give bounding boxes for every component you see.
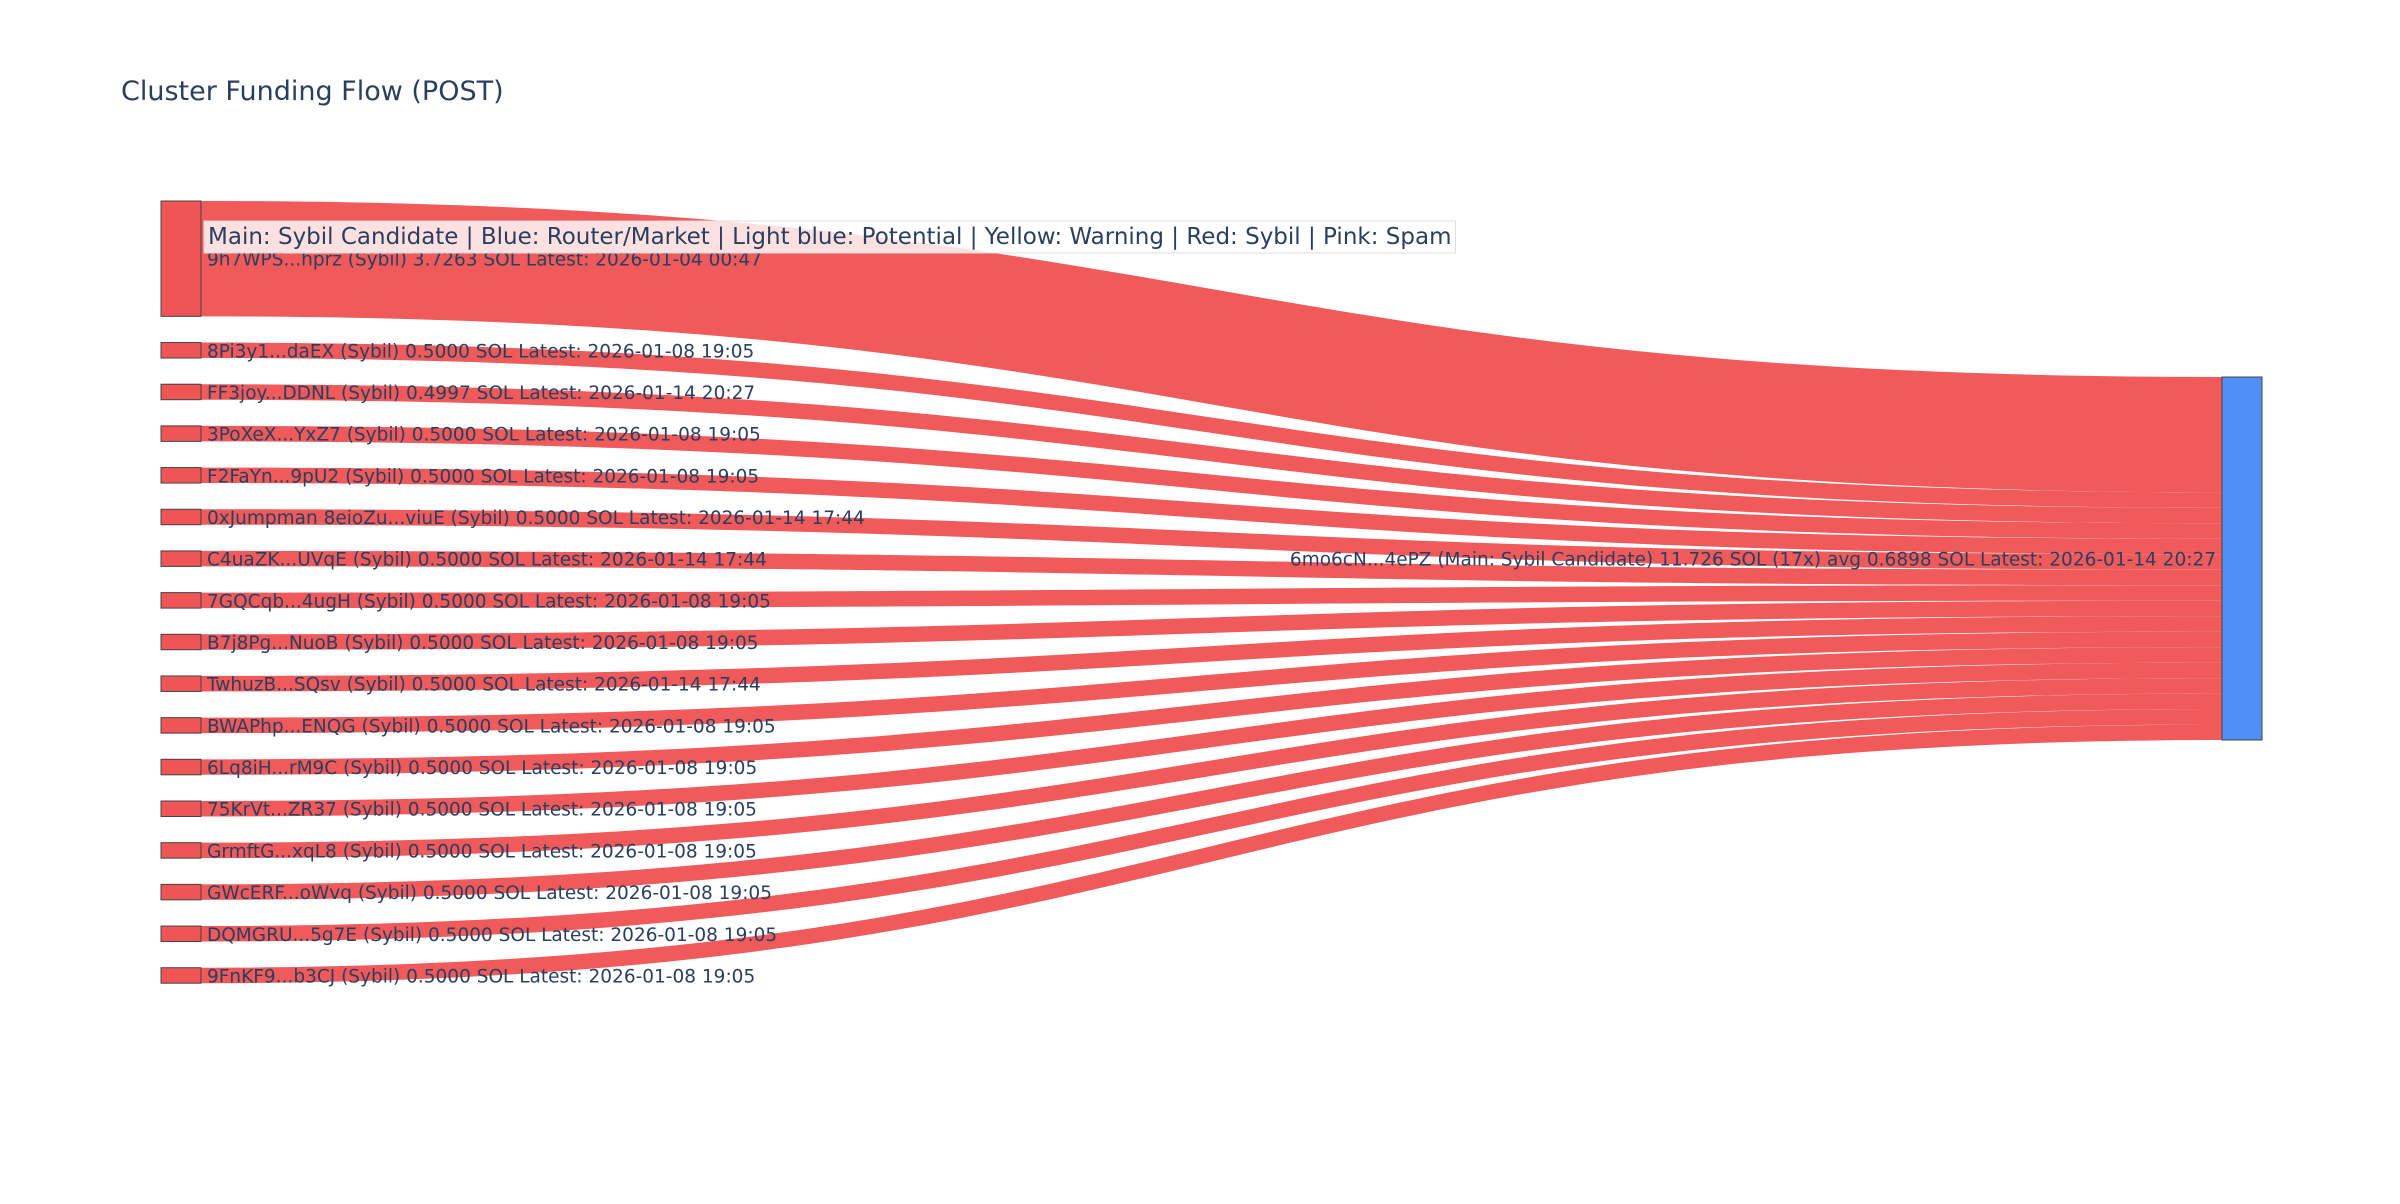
source-label-11: 6Lq8iH...rM9C (Sybil) 0.5000 SOL Latest:… [207,758,757,779]
source-node-8[interactable] [160,633,202,651]
legend-text: Main: Sybil Candidate | Blue: Router/Mar… [208,224,1451,250]
source-label-14: GWcERF...oWvq (Sybil) 0.5000 SOL Latest:… [207,883,772,904]
source-label-13: GrmftG...xqL8 (Sybil) 0.5000 SOL Latest:… [207,841,757,862]
target-label: 6mo6cN...4ePZ (Main: Sybil Candidate) 11… [1290,550,2216,571]
source-node-3[interactable] [160,425,202,442]
link-9 [201,616,2222,692]
links-group [201,201,2222,984]
link-14 [201,693,2222,900]
link-15 [201,709,2222,942]
link-6 [201,550,2222,586]
link-0 [201,201,2222,493]
source-label-2: FF3joy...DDNL (Sybil) 0.4997 SOL Latest:… [207,383,755,404]
link-16 [201,724,2222,984]
source-label-0: 9h7WPS...hprz (Sybil) 3.7263 SOL Latest:… [207,250,762,271]
source-label-9: TwhuzB...SQsv (Sybil) 0.5000 SOL Latest:… [206,675,761,696]
link-11 [201,647,2222,775]
source-node-12[interactable] [160,800,202,817]
source-node-11[interactable] [160,758,202,776]
source-node-0[interactable] [160,200,202,317]
source-node-1[interactable] [160,342,202,359]
source-label-6: C4uaZK...UVqE (Sybil) 0.5000 SOL Latest:… [207,550,767,571]
link-3 [201,425,2222,539]
target-node[interactable] [2221,376,2263,741]
legend-box [203,220,1456,254]
link-8 [201,600,2222,650]
source-node-2[interactable] [160,383,202,401]
link-7 [201,585,2222,609]
source-label-12: 75KrVt...ZR37 (Sybil) 0.5000 SOL Latest:… [207,800,757,821]
source-label-3: 3PoXeX...YxZ7 (Sybil) 0.5000 SOL Latest:… [207,425,761,446]
link-5 [201,509,2222,570]
source-node-7[interactable] [160,592,202,609]
source-node-6[interactable] [160,550,202,567]
legend: Main: Sybil Candidate | Blue: Router/Mar… [203,220,1456,254]
source-label-7: 7GQCqb...4ugH (Sybil) 0.5000 SOL Latest:… [207,591,771,612]
nodes-group [160,200,2263,984]
link-2 [201,384,2222,524]
source-label-15: DQMGRU...5g7E (Sybil) 0.5000 SOL Latest:… [207,925,777,946]
source-node-10[interactable] [160,717,202,734]
chart-title: Cluster Funding Flow (POST) [121,76,504,107]
source-label-8: B7j8Pg...NuoB (Sybil) 0.5000 SOL Latest:… [207,633,759,654]
source-node-15[interactable] [160,925,202,943]
link-13 [201,678,2222,859]
source-node-4[interactable] [160,467,202,484]
source-node-9[interactable] [160,675,202,692]
source-label-10: BWAPhp...ENQG (Sybil) 0.5000 SOL Latest:… [207,716,776,737]
source-label-4: F2FaYn...9pU2 (Sybil) 0.5000 SOL Latest:… [207,466,759,487]
link-1 [201,342,2222,508]
source-node-16[interactable] [160,967,202,984]
source-node-14[interactable] [160,883,202,901]
link-4 [201,467,2222,555]
source-label-1: 8Pi3y1...daEX (Sybil) 0.5000 SOL Latest:… [207,341,754,362]
source-label-16: 9FnKF9...b3CJ (Sybil) 0.5000 SOL Latest:… [207,966,755,987]
link-12 [201,662,2222,817]
source-node-5[interactable] [160,508,202,526]
source-label-5: 0xJumpman 8eioZu...viuE (Sybil) 0.5000 S… [207,508,865,529]
labels-group: 9h7WPS...hprz (Sybil) 3.7263 SOL Latest:… [206,250,2216,988]
link-10 [201,631,2222,734]
source-node-13[interactable] [160,842,202,859]
